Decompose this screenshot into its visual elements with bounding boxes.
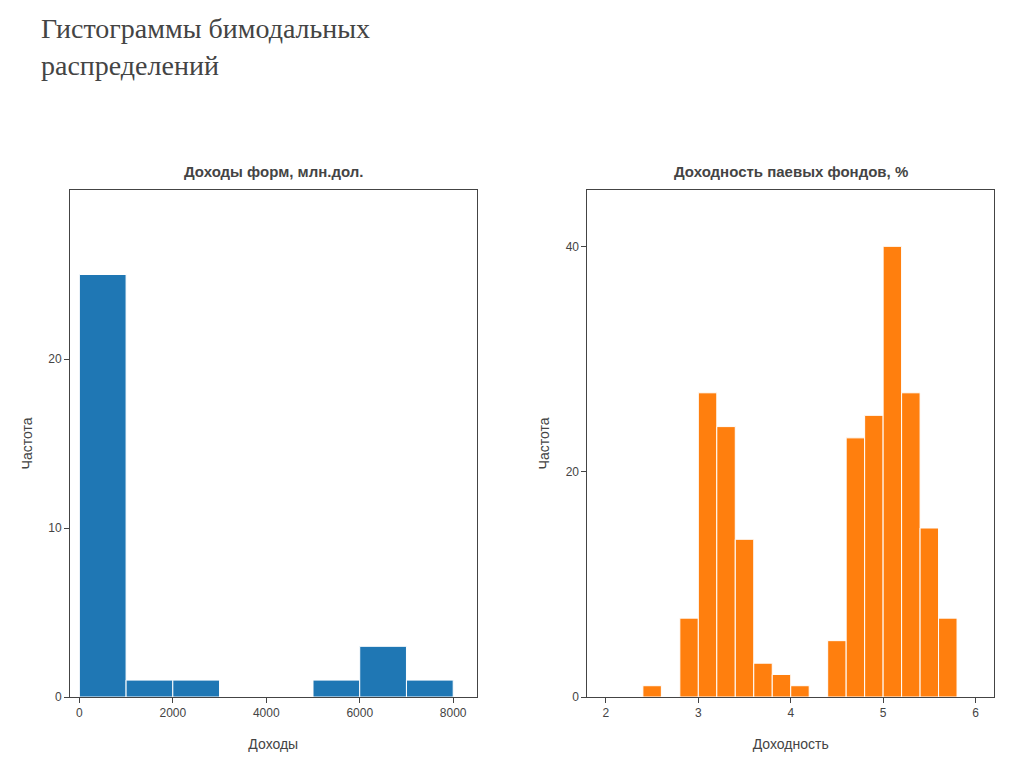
svg-text:Доходы: Доходы <box>248 736 298 752</box>
svg-text:Частота: Частота <box>19 417 35 469</box>
svg-text:10: 10 <box>48 521 62 535</box>
svg-text:5: 5 <box>880 706 887 720</box>
svg-text:0: 0 <box>572 690 579 704</box>
svg-text:Доходность паевых фондов, %: Доходность паевых фондов, % <box>674 163 908 180</box>
svg-text:Частота: Частота <box>536 417 552 469</box>
svg-text:6000: 6000 <box>346 706 373 720</box>
svg-text:Доходы форм, млн.дол.: Доходы форм, млн.дол. <box>184 163 363 180</box>
svg-text:20: 20 <box>48 352 62 366</box>
svg-text:0: 0 <box>76 706 83 720</box>
svg-text:Доходность: Доходность <box>753 736 829 752</box>
svg-text:6: 6 <box>972 706 979 720</box>
svg-text:2: 2 <box>603 706 610 720</box>
svg-text:3: 3 <box>695 706 702 720</box>
svg-text:8000: 8000 <box>440 706 467 720</box>
svg-text:Гистограммы бимодальныхраспред: Гистограммы бимодальныхраспределений <box>41 13 370 80</box>
svg-text:4000: 4000 <box>253 706 280 720</box>
svg-text:4: 4 <box>787 706 794 720</box>
svg-text:40: 40 <box>566 240 580 254</box>
svg-text:0: 0 <box>55 690 62 704</box>
svg-text:2000: 2000 <box>159 706 186 720</box>
svg-text:20: 20 <box>566 465 580 479</box>
